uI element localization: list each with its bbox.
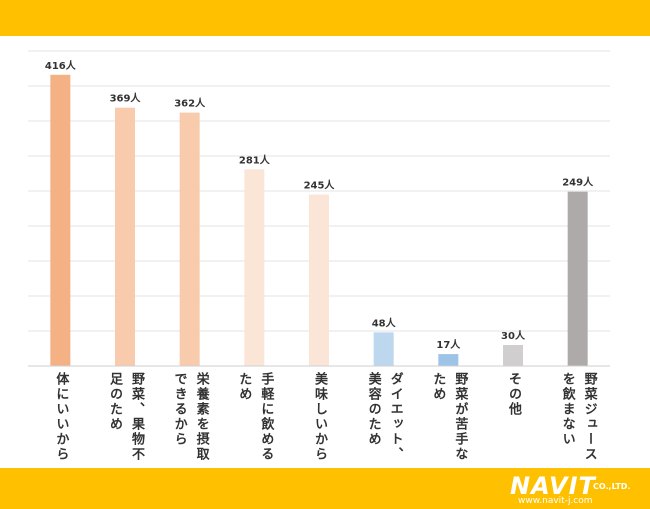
value-labels: 416人 369人 362人 281人 245人 48人 17人 30人 249人: [45, 59, 594, 351]
bar: [244, 169, 265, 366]
navit-logo: NAVIT CO.,LTD. www.navit-j.com: [510, 472, 640, 506]
category-label: 栄養素を摂取 できるから: [171, 372, 209, 462]
bar: [50, 74, 71, 367]
bar: [373, 332, 394, 366]
category-label: 美味しいから: [312, 372, 327, 462]
category-label: 野菜が苦手な ため: [430, 372, 468, 462]
bar: [503, 345, 523, 366]
value-label: 30人: [501, 329, 526, 342]
value-label: 17人: [436, 338, 461, 351]
category-label: 野菜ジュース を飲まない: [559, 372, 597, 462]
logo-suffix: CO.,LTD.: [593, 482, 631, 491]
category-label: 野菜、果物不 足のため: [107, 372, 144, 462]
value-label: 48人: [372, 316, 397, 329]
bar: [567, 191, 588, 366]
category-label: ダイエット、 美容のため: [365, 372, 403, 462]
category-label: その他: [506, 372, 521, 417]
value-label: 281人: [239, 153, 271, 166]
bars: [50, 74, 588, 367]
logo-name: NAVIT: [510, 472, 596, 500]
value-label: 369人: [110, 92, 142, 105]
value-label: 416人: [45, 59, 77, 72]
category-label: 手軽に飲める ため: [236, 372, 274, 462]
top-banner: [0, 0, 650, 36]
logo-url: www.navit-j.com: [518, 496, 593, 506]
bar: [115, 107, 135, 366]
category-label: 体にいいから: [53, 372, 69, 462]
bar: [179, 112, 200, 366]
bar: [309, 194, 329, 366]
value-label: 249人: [562, 176, 594, 189]
value-label: 362人: [174, 97, 206, 110]
bar: [438, 354, 459, 366]
bottom-banner: [0, 468, 650, 509]
value-label: 245人: [304, 179, 336, 192]
